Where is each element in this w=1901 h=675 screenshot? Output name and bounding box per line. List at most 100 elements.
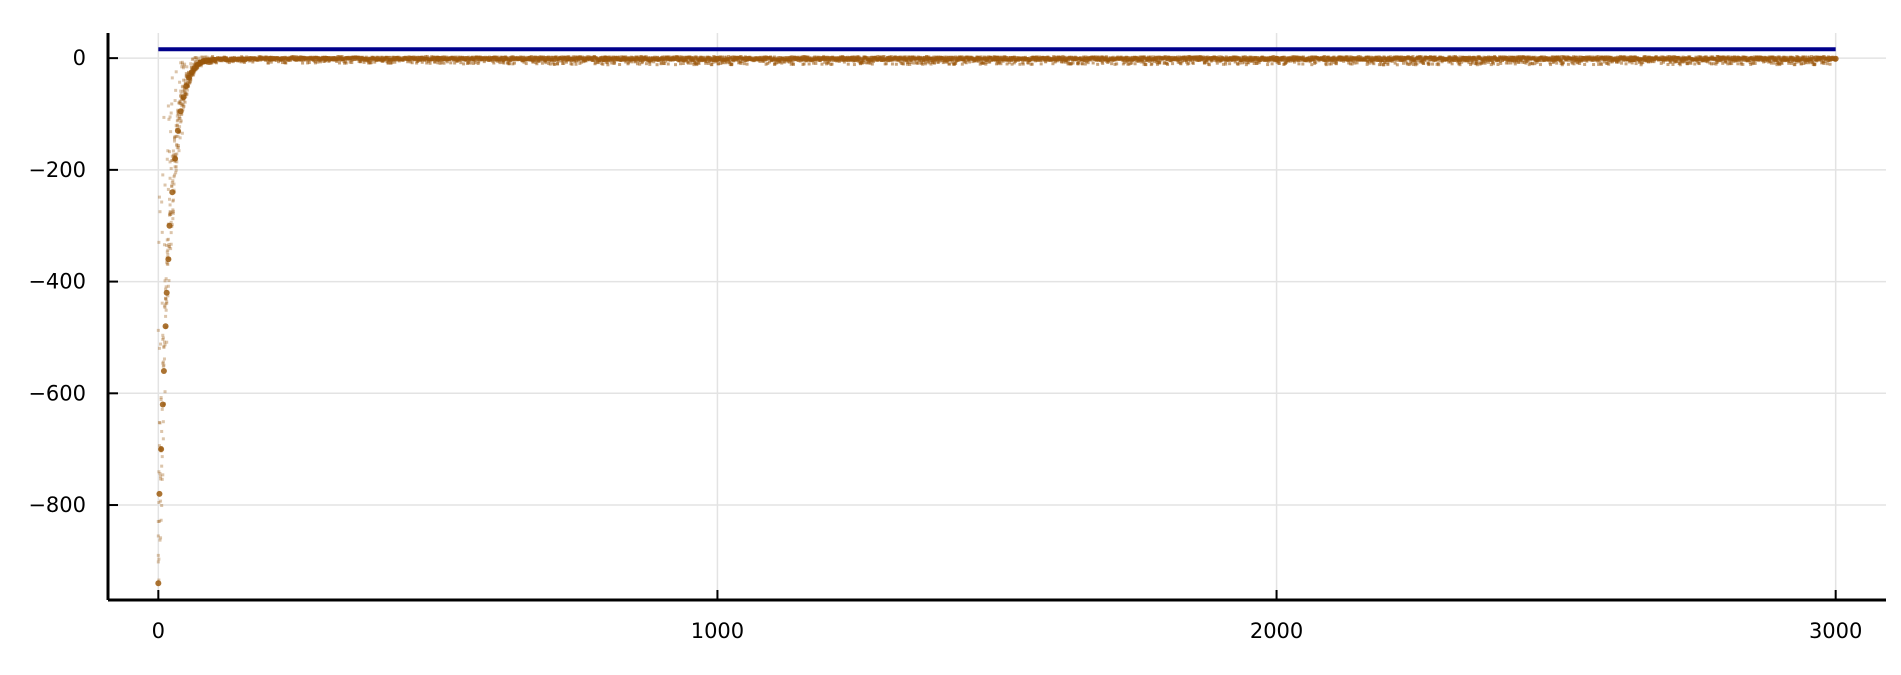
data-point [553, 58, 557, 62]
data-point [679, 62, 683, 66]
data-point [156, 553, 160, 557]
data-point [207, 61, 211, 65]
data-point [915, 61, 919, 65]
data-point [159, 518, 163, 522]
data-point [176, 134, 180, 138]
data-point [159, 474, 163, 478]
data-point [544, 61, 548, 65]
data-point [200, 58, 204, 62]
data-point [785, 56, 789, 60]
data-point [193, 56, 197, 60]
data-point [173, 135, 177, 139]
data-point [176, 112, 180, 116]
data-point [1225, 56, 1229, 60]
data-point [197, 62, 201, 66]
data-point [189, 78, 193, 82]
data-point [176, 145, 180, 149]
data-point [207, 59, 211, 63]
data-point [180, 95, 184, 99]
data-point [190, 65, 194, 69]
data-point [947, 62, 951, 66]
data-point [673, 55, 677, 59]
data-point [162, 402, 166, 406]
data-point [179, 102, 183, 106]
data-point [674, 57, 678, 61]
data-point [166, 222, 170, 226]
data-point [173, 137, 177, 141]
data-point [1191, 61, 1195, 65]
data-point [1431, 62, 1435, 66]
data-point [163, 343, 167, 347]
data-point [1101, 61, 1105, 65]
data-point [870, 62, 874, 66]
data-point [179, 120, 183, 124]
data-point [1130, 55, 1134, 59]
data-point [159, 398, 163, 402]
data-point [191, 57, 195, 61]
data-point [440, 61, 444, 65]
data-point [176, 109, 180, 113]
data-point [618, 55, 622, 59]
data-point [1353, 61, 1357, 65]
data-point [168, 115, 172, 119]
data-point [171, 211, 175, 215]
data-point [197, 61, 201, 65]
data-point [209, 57, 213, 61]
data-point [214, 61, 218, 65]
data-point [775, 61, 779, 65]
data-point [157, 195, 161, 199]
data-point [1030, 62, 1034, 66]
data-point [206, 61, 210, 65]
data-point [162, 345, 166, 349]
data-point [269, 55, 273, 59]
data-point [210, 59, 214, 63]
data-point [168, 203, 172, 207]
data-point [1142, 60, 1146, 64]
data-point [207, 59, 211, 63]
data-point [1013, 55, 1017, 59]
data-point [812, 61, 816, 65]
data-point [161, 337, 165, 341]
data-point [410, 61, 414, 65]
data-point [977, 58, 981, 62]
data-point [160, 429, 164, 433]
data-point [205, 57, 212, 64]
data-point [1292, 60, 1296, 64]
data-point [188, 80, 192, 84]
data-point [205, 60, 209, 64]
data-point [197, 63, 201, 67]
data-point [198, 63, 202, 67]
data-point [175, 127, 179, 131]
data-point [641, 60, 645, 64]
data-point [627, 61, 631, 65]
data-point [998, 60, 1002, 64]
data-point [1400, 55, 1404, 59]
data-point [1066, 60, 1070, 64]
data-point [511, 62, 515, 66]
data-point [425, 61, 429, 65]
data-point [814, 61, 818, 65]
data-point [1297, 58, 1301, 62]
data-point [176, 111, 180, 115]
data-point [198, 63, 202, 67]
data-point [204, 57, 208, 61]
data-point [1427, 62, 1431, 66]
data-point [708, 59, 712, 63]
data-point [624, 55, 628, 59]
data-point [162, 344, 166, 348]
data-point [211, 55, 215, 59]
data-point [791, 62, 795, 66]
data-point [467, 55, 471, 59]
data-point [156, 328, 160, 332]
data-point [890, 62, 894, 66]
data-point [556, 62, 560, 66]
data-point [574, 62, 578, 66]
data-point [1051, 62, 1055, 66]
data-point [160, 464, 164, 468]
data-point [171, 209, 175, 213]
data-point [185, 81, 189, 85]
data-point [173, 165, 177, 169]
data-point [163, 390, 167, 394]
